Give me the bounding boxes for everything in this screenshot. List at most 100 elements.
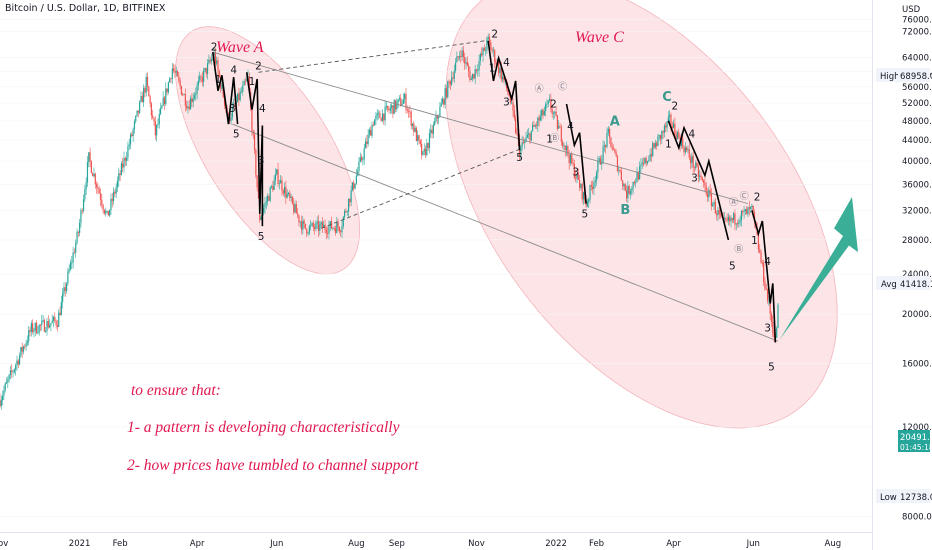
candle-body	[210, 59, 213, 62]
time-tick-label: Nov	[0, 539, 8, 549]
candle-body	[65, 283, 68, 292]
candle-body	[441, 98, 444, 104]
candle-body	[602, 146, 604, 162]
candle-body	[503, 76, 505, 81]
candle-body	[200, 76, 202, 78]
candle-body	[337, 222, 339, 228]
candle-body	[616, 156, 619, 171]
candle-body	[218, 70, 220, 77]
candle-body	[641, 162, 643, 165]
candle-body	[708, 190, 710, 198]
candle-body	[20, 347, 22, 356]
corrective-wave-label: Ⓑ	[550, 133, 559, 144]
wave-count-label: 4	[567, 121, 574, 133]
candle-body	[319, 224, 321, 231]
candle-body	[468, 65, 470, 72]
candle-body	[548, 98, 551, 101]
candle-body	[644, 158, 646, 164]
channel-lines-layer	[212, 40, 779, 342]
candle-body	[650, 154, 652, 157]
candle-body	[735, 223, 737, 225]
candle-body	[28, 330, 30, 342]
candle-body	[573, 163, 575, 178]
candle-body	[97, 187, 99, 189]
candle-body	[577, 173, 579, 180]
candle-body	[63, 287, 65, 294]
candle-body	[295, 204, 297, 214]
candle-body	[528, 133, 530, 135]
candle-body	[214, 51, 216, 64]
candle-body	[182, 94, 184, 96]
candle-body	[603, 145, 605, 147]
candle-body	[327, 233, 329, 235]
candle-body	[75, 243, 77, 253]
candle-body	[364, 141, 367, 149]
candle-body	[342, 216, 344, 227]
candle-body	[550, 98, 552, 110]
candle-body	[167, 82, 169, 93]
candle-body	[733, 213, 735, 220]
note-line-2: 1- a pattern is developing characteristi…	[127, 419, 400, 436]
candle-body	[757, 235, 760, 250]
wave-count-label: 4	[503, 57, 510, 69]
candle-body	[565, 146, 568, 151]
candle-body	[534, 125, 536, 127]
candle-body	[776, 328, 778, 338]
candle-body	[675, 134, 677, 140]
candle-body	[153, 117, 155, 122]
candle-body	[77, 231, 79, 233]
candle-body	[457, 56, 459, 58]
candle-body	[447, 81, 449, 98]
candle-body	[458, 56, 461, 58]
wave-line	[751, 210, 777, 343]
candle-body	[67, 271, 69, 284]
candle-body	[157, 123, 159, 125]
candle-body	[294, 204, 296, 213]
time-tick-label: Nov	[468, 539, 485, 549]
candle-body	[33, 330, 35, 332]
candle-body	[217, 60, 219, 71]
candle-body	[325, 229, 327, 234]
candle-body	[640, 164, 642, 167]
candle-body	[629, 191, 632, 194]
candle-body	[461, 50, 463, 57]
note-line-1: to ensure that:	[131, 382, 221, 399]
candle-body	[336, 222, 338, 233]
candle-body	[58, 312, 60, 327]
candle-body	[26, 341, 29, 344]
candle-body	[411, 123, 414, 127]
candle-body	[286, 194, 288, 198]
candle-body	[511, 102, 513, 104]
candle-body	[704, 182, 706, 186]
candle-body	[115, 187, 117, 194]
candle-body	[777, 304, 779, 329]
candle-body	[633, 182, 636, 184]
candle-body	[768, 300, 770, 302]
wave-count-label: 5	[258, 231, 265, 243]
candle-body	[13, 369, 15, 372]
candle-body	[686, 147, 688, 151]
candle-body	[265, 201, 267, 203]
candle-body	[498, 62, 500, 73]
candle-body	[191, 98, 193, 103]
candle-body	[174, 70, 176, 73]
candle-body	[69, 262, 72, 270]
candle-body	[535, 125, 538, 126]
candle-body	[347, 198, 350, 212]
wave-count-label: 2	[754, 191, 761, 203]
candle-body	[34, 322, 36, 331]
wave-count-label: 1	[665, 139, 672, 151]
candle-body	[152, 115, 154, 118]
candle-body	[18, 355, 21, 365]
candle-body	[206, 63, 209, 74]
symbol-header[interactable]: Bitcoin / U.S. Dollar, 1D, BITFINEX	[5, 3, 166, 14]
candle-body	[773, 333, 775, 338]
candle-body	[276, 169, 278, 175]
candle-body	[669, 114, 671, 117]
candle-body	[609, 128, 611, 138]
candle-body	[357, 171, 359, 176]
candle-body	[161, 105, 163, 109]
candle-body	[129, 134, 132, 145]
candle-body	[631, 188, 633, 192]
